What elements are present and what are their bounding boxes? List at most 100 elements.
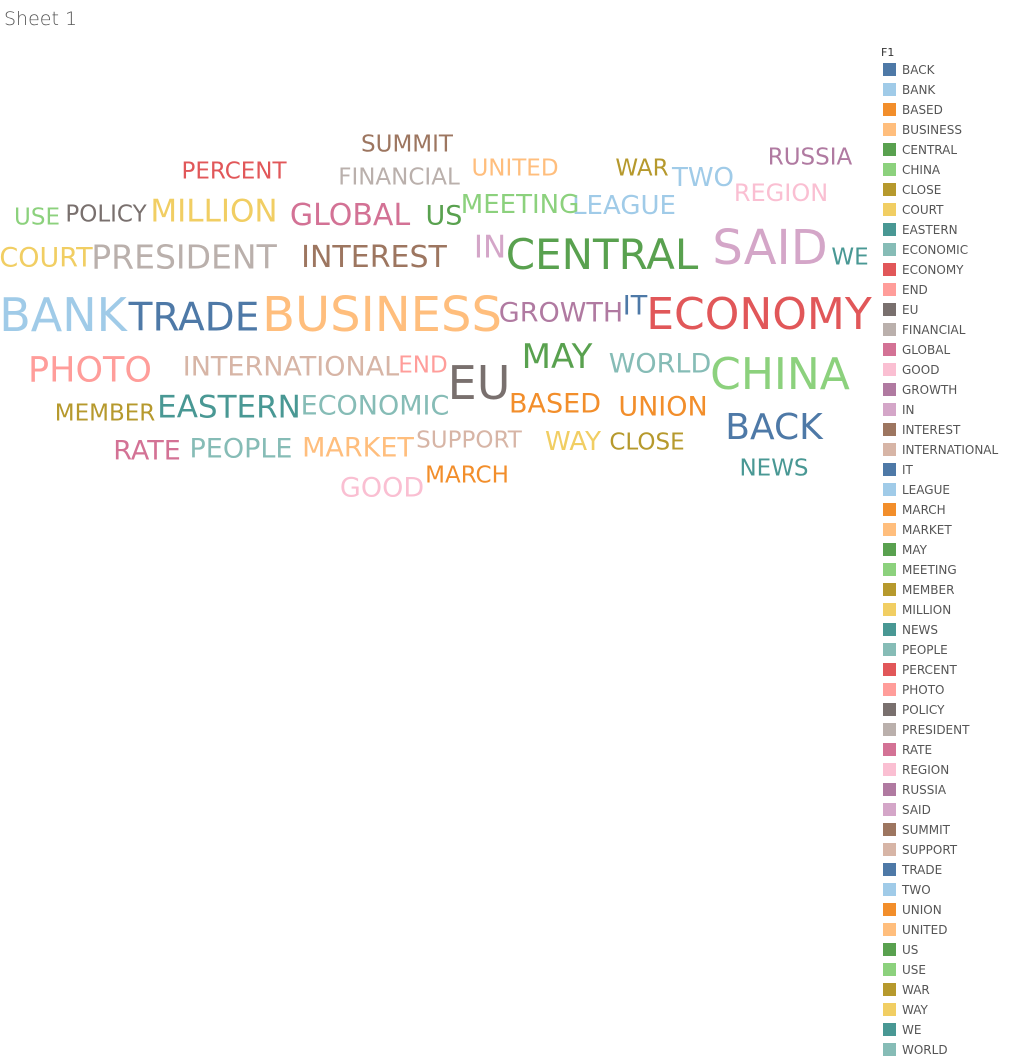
legend-item-summit[interactable]: SUMMIT xyxy=(881,820,1017,840)
legend-swatch xyxy=(883,943,896,956)
word-world: WORLD xyxy=(608,348,712,380)
legend-label: BANK xyxy=(902,83,936,97)
legend-item-based[interactable]: BASED xyxy=(881,100,1017,120)
word-business: BUSINESS xyxy=(262,287,502,343)
legend-swatch xyxy=(883,63,896,76)
word-way: WAY xyxy=(545,427,601,457)
legend-item-march[interactable]: MARCH xyxy=(881,500,1017,520)
legend-item-market[interactable]: MARKET xyxy=(881,520,1017,540)
legend-label: MAY xyxy=(902,543,927,557)
legend-swatch xyxy=(883,83,896,96)
word-two: TWO xyxy=(671,163,735,193)
legend-item-economic[interactable]: ECONOMIC xyxy=(881,240,1017,260)
legend-item-member[interactable]: MEMBER xyxy=(881,580,1017,600)
legend-swatch xyxy=(883,423,896,436)
legend-label: PRESIDENT xyxy=(902,723,970,737)
sheet-title: Sheet 1 xyxy=(4,8,78,30)
legend-item-two[interactable]: TWO xyxy=(881,880,1017,900)
legend-item-back[interactable]: BACK xyxy=(881,60,1017,80)
word-court: COURT xyxy=(0,242,93,274)
word-united: UNITED xyxy=(471,155,559,182)
word-people: PEOPLE xyxy=(189,433,293,465)
legend-swatch xyxy=(883,923,896,936)
legend-item-use[interactable]: USE xyxy=(881,960,1017,980)
legend-label: PERCENT xyxy=(902,663,957,677)
legend-label: INTEREST xyxy=(902,423,961,437)
legend-item-union[interactable]: UNION xyxy=(881,900,1017,920)
legend-swatch xyxy=(883,743,896,756)
word-international: INTERNATIONAL xyxy=(182,351,400,383)
legend-item-support[interactable]: SUPPORT xyxy=(881,840,1017,860)
legend-item-court[interactable]: COURT xyxy=(881,200,1017,220)
legend-label: WAY xyxy=(902,1003,928,1017)
legend-item-bank[interactable]: BANK xyxy=(881,80,1017,100)
legend-item-said[interactable]: SAID xyxy=(881,800,1017,820)
legend-item-way[interactable]: WAY xyxy=(881,1000,1017,1020)
word-percent: PERCENT xyxy=(181,158,287,185)
legend-item-in[interactable]: IN xyxy=(881,400,1017,420)
legend-swatch xyxy=(883,1023,896,1036)
legend-item-global[interactable]: GLOBAL xyxy=(881,340,1017,360)
legend-item-united[interactable]: UNITED xyxy=(881,920,1017,940)
legend-item-people[interactable]: PEOPLE xyxy=(881,640,1017,660)
legend-item-we[interactable]: WE xyxy=(881,1020,1017,1040)
legend-item-business[interactable]: BUSINESS xyxy=(881,120,1017,140)
legend-label: SUMMIT xyxy=(902,823,950,837)
legend-item-eu[interactable]: EU xyxy=(881,300,1017,320)
legend-item-central[interactable]: CENTRAL xyxy=(881,140,1017,160)
legend-item-policy[interactable]: POLICY xyxy=(881,700,1017,720)
legend-label: EASTERN xyxy=(902,223,958,237)
word-union: UNION xyxy=(618,391,708,423)
legend-item-world[interactable]: WORLD xyxy=(881,1040,1017,1060)
word-president: PRESIDENT xyxy=(91,237,277,277)
legend-item-president[interactable]: PRESIDENT xyxy=(881,720,1017,740)
legend-label: EU xyxy=(902,303,919,317)
legend-item-trade[interactable]: TRADE xyxy=(881,860,1017,880)
word-we: WE xyxy=(831,244,869,271)
legend-item-league[interactable]: LEAGUE xyxy=(881,480,1017,500)
legend-label: NEWS xyxy=(902,623,939,637)
legend-item-financial[interactable]: FINANCIAL xyxy=(881,320,1017,340)
legend-label: CENTRAL xyxy=(902,143,958,157)
word-in: IN xyxy=(473,229,507,266)
word-interest: INTEREST xyxy=(301,240,447,275)
legend-item-news[interactable]: NEWS xyxy=(881,620,1017,640)
legend-item-end[interactable]: END xyxy=(881,280,1017,300)
legend-item-growth[interactable]: GROWTH xyxy=(881,380,1017,400)
legend-swatch xyxy=(883,263,896,276)
legend-item-may[interactable]: MAY xyxy=(881,540,1017,560)
legend-label: BACK xyxy=(902,63,935,77)
legend-item-interest[interactable]: INTEREST xyxy=(881,420,1017,440)
word-use: USE xyxy=(14,204,60,231)
legend-item-good[interactable]: GOOD xyxy=(881,360,1017,380)
legend-label: SAID xyxy=(902,803,931,817)
legend-label: CHINA xyxy=(902,163,941,177)
legend-item-rate[interactable]: RATE xyxy=(881,740,1017,760)
legend-label: MARKET xyxy=(902,523,952,537)
legend-item-million[interactable]: MILLION xyxy=(881,600,1017,620)
legend-swatch xyxy=(883,763,896,776)
legend-item-international[interactable]: INTERNATIONAL xyxy=(881,440,1017,460)
legend-item-us[interactable]: US xyxy=(881,940,1017,960)
word-economy: ECONOMY xyxy=(646,289,872,340)
legend-item-russia[interactable]: RUSSIA xyxy=(881,780,1017,800)
word-march: MARCH xyxy=(425,462,509,489)
word-economic: ECONOMIC xyxy=(300,390,450,422)
legend-item-close[interactable]: CLOSE xyxy=(881,180,1017,200)
legend-item-eastern[interactable]: EASTERN xyxy=(881,220,1017,240)
legend-swatch xyxy=(883,523,896,536)
legend-item-photo[interactable]: PHOTO xyxy=(881,680,1017,700)
legend-label: CLOSE xyxy=(902,183,942,197)
legend-label: RUSSIA xyxy=(902,783,947,797)
legend-item-it[interactable]: IT xyxy=(881,460,1017,480)
legend-item-war[interactable]: WAR xyxy=(881,980,1017,1000)
legend-label: SUPPORT xyxy=(902,843,958,857)
legend-item-region[interactable]: REGION xyxy=(881,760,1017,780)
legend-item-meeting[interactable]: MEETING xyxy=(881,560,1017,580)
legend-item-economy[interactable]: ECONOMY xyxy=(881,260,1017,280)
legend-label: MILLION xyxy=(902,603,952,617)
legend-item-china[interactable]: CHINA xyxy=(881,160,1017,180)
legend-item-percent[interactable]: PERCENT xyxy=(881,660,1017,680)
word-china: CHINA xyxy=(710,349,850,400)
legend-swatch xyxy=(883,283,896,296)
